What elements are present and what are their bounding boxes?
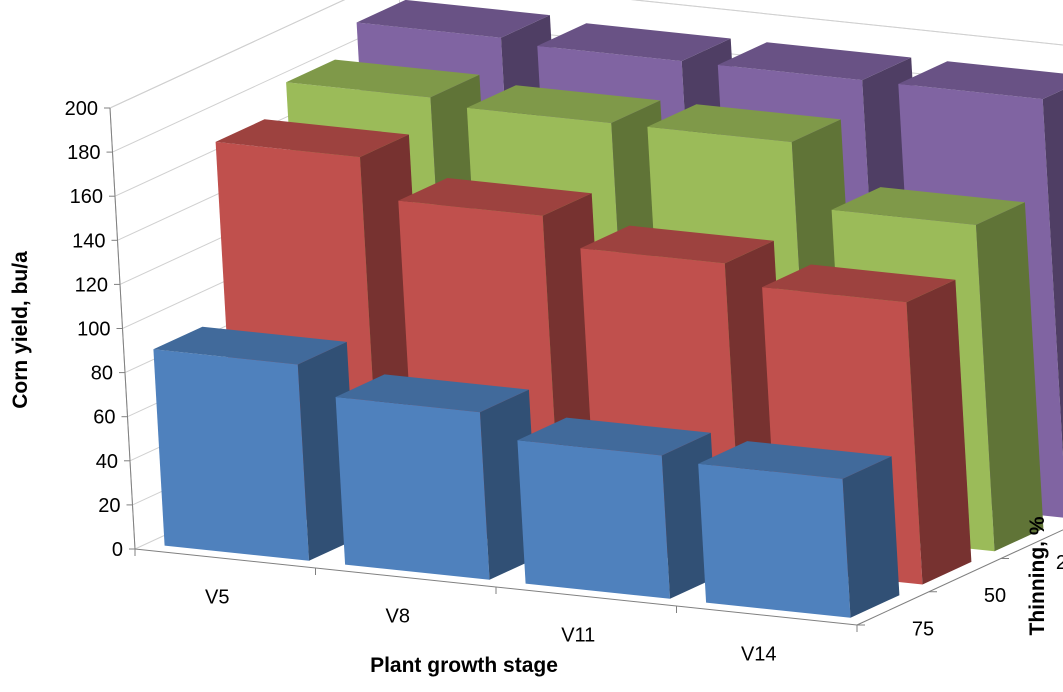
y-tick-label: 80 xyxy=(91,363,113,385)
bar xyxy=(517,417,719,599)
bar-top-face xyxy=(647,104,841,142)
bars xyxy=(153,0,1063,618)
bar-top-face xyxy=(762,264,956,303)
y-tick-label: 60 xyxy=(93,407,115,429)
bar-top-face xyxy=(580,225,774,264)
bar-front-face xyxy=(335,397,490,580)
x-tick-label: V5 xyxy=(205,587,229,609)
bar-side-face xyxy=(906,279,972,585)
bar-top-face xyxy=(717,42,912,81)
y-tick-label: 100 xyxy=(77,319,110,341)
bar-front-face xyxy=(698,463,851,618)
bar-side-face xyxy=(976,202,1044,552)
bar xyxy=(698,441,900,618)
bar-top-face xyxy=(215,119,409,158)
x-tick-label: V8 xyxy=(386,606,410,628)
y-tick-label: 160 xyxy=(70,186,103,208)
x-tick-label: V11 xyxy=(561,625,595,647)
gridline xyxy=(109,0,1063,109)
bar xyxy=(153,326,358,561)
bar-top-face xyxy=(398,178,592,216)
bar-top-face xyxy=(335,374,529,413)
bar-top-face xyxy=(698,441,892,479)
bar-top-face xyxy=(831,187,1025,225)
z-axis-title: Thinning, % xyxy=(1026,516,1049,635)
bar-side-face xyxy=(1042,89,1063,457)
y-tick-label: 200 xyxy=(65,98,98,120)
bar-top-face xyxy=(537,23,731,62)
bar-front-face xyxy=(517,440,670,599)
bar-top-face xyxy=(517,417,711,456)
y-tick-label: 20 xyxy=(98,495,120,517)
y-tick-label: 120 xyxy=(75,274,108,296)
bar-side-face xyxy=(842,456,900,618)
bar-top-face xyxy=(466,85,661,123)
tick-labels: 020406080100120140160180200V5V8V11V14025… xyxy=(65,98,1063,666)
axes xyxy=(104,107,1063,632)
bar-top-face xyxy=(356,0,550,38)
bar-top-face xyxy=(898,61,1063,100)
y-tick-label: 180 xyxy=(67,142,100,164)
y-axis-title: Corn yield, bu/a xyxy=(9,251,32,409)
bar-top-face xyxy=(286,59,480,98)
z-tick-label: 75 xyxy=(912,618,934,640)
y-tick-label: 40 xyxy=(96,451,118,473)
y-tick-label: 140 xyxy=(72,230,105,252)
y-tick-label: 0 xyxy=(112,539,123,561)
bar xyxy=(335,374,539,580)
bar-front-face xyxy=(153,349,309,561)
bar-top-face xyxy=(153,326,347,365)
z-tick-label: 50 xyxy=(984,585,1006,607)
z-tick-label: 25 xyxy=(1056,552,1063,574)
y-axis-line xyxy=(109,107,136,550)
x-axis-title: Plant growth stage xyxy=(370,654,558,677)
x-tick-label: V14 xyxy=(741,644,777,666)
